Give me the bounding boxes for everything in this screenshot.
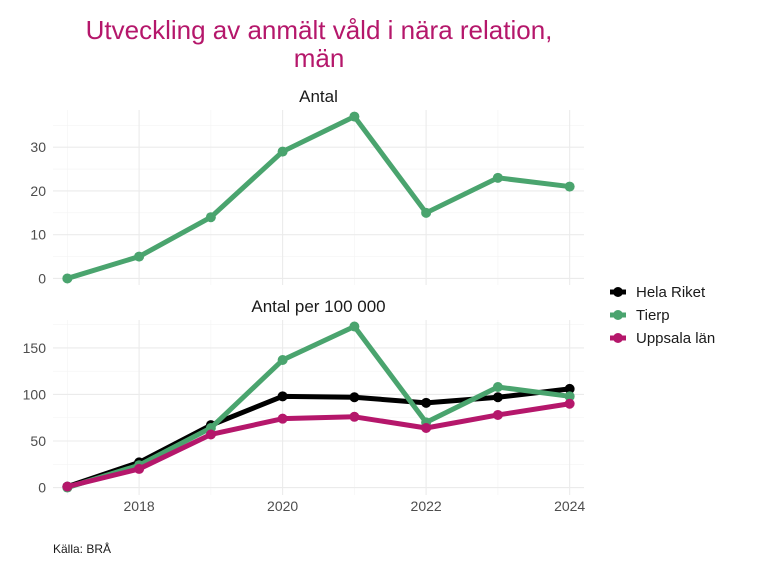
chart-title-line-2: män — [294, 43, 345, 73]
x-tick-label: 2022 — [411, 498, 442, 514]
data-point — [62, 481, 73, 492]
panel-title: Antal — [299, 87, 338, 106]
data-point — [277, 413, 288, 424]
data-point — [564, 383, 575, 394]
data-point — [564, 391, 575, 402]
y-tick-label: 50 — [30, 433, 46, 449]
y-tick-label: 150 — [23, 340, 47, 356]
data-point — [564, 181, 575, 192]
chart-title-line-1: Utveckling av anmält våld i nära relatio… — [86, 15, 553, 45]
y-tick-label: 10 — [30, 227, 46, 243]
data-point — [349, 411, 360, 422]
series-line-uppsala-län — [64, 401, 573, 490]
panel-antal: 0 10 20 30 Antal — [30, 87, 584, 286]
data-point — [492, 392, 503, 403]
panel-title: Antal per 100 000 — [251, 297, 385, 316]
y-tick-label: 30 — [30, 139, 46, 155]
data-point — [349, 111, 360, 122]
data-point — [134, 463, 145, 474]
legend-key-point — [613, 333, 623, 343]
data-point — [564, 398, 575, 409]
legend: Hela Riket Tierp Uppsala län — [610, 284, 715, 347]
data-point — [492, 409, 503, 420]
data-point — [134, 251, 145, 262]
legend-label: Hela Riket — [636, 284, 706, 301]
data-point — [492, 382, 503, 393]
legend-key-point — [613, 287, 623, 297]
caption: Källa: BRÅ — [53, 541, 111, 556]
x-tick-label: 2020 — [267, 498, 298, 514]
data-point — [205, 429, 216, 440]
y-tick-label: 100 — [23, 386, 47, 402]
series-line-tierp — [64, 324, 573, 491]
legend-label: Tierp — [636, 307, 670, 324]
x-axis: 2018 2020 2022 2024 — [124, 498, 586, 514]
y-tick-label: 20 — [30, 183, 46, 199]
data-point — [277, 355, 288, 366]
legend-label: Uppsala län — [636, 330, 715, 347]
legend-key-point — [613, 310, 623, 320]
data-point — [277, 146, 288, 157]
y-tick-label: 0 — [38, 270, 46, 286]
panel-antal-per-100000: 0 50 100 150 Antal per 100 000 — [23, 297, 584, 496]
data-point — [349, 321, 360, 332]
data-point — [492, 172, 503, 183]
x-tick-label: 2024 — [554, 498, 585, 514]
data-point — [62, 273, 73, 284]
data-point — [421, 397, 432, 408]
data-point — [421, 422, 432, 433]
series-line-tierp — [64, 114, 573, 281]
data-point — [421, 207, 432, 218]
data-point — [349, 392, 360, 403]
data-point — [277, 391, 288, 402]
x-tick-label: 2018 — [124, 498, 155, 514]
y-tick-label: 0 — [38, 480, 46, 496]
data-point — [205, 212, 216, 223]
